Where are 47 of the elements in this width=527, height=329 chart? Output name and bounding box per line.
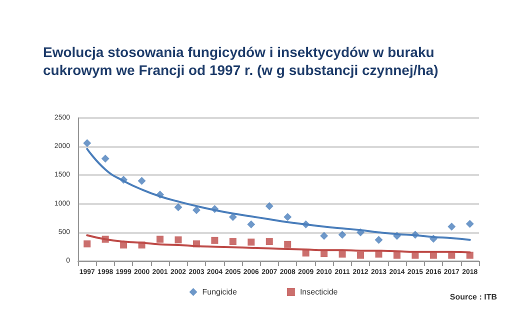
point (211, 236, 218, 244)
point (302, 220, 310, 228)
point (156, 236, 164, 243)
point (302, 249, 310, 256)
point (338, 250, 346, 258)
point (284, 212, 292, 221)
point (229, 238, 236, 246)
point (138, 241, 146, 248)
point (284, 240, 292, 248)
point (84, 240, 91, 248)
point (247, 220, 256, 228)
point (411, 230, 420, 239)
point (466, 220, 474, 228)
point (120, 176, 128, 184)
point (174, 203, 182, 212)
point (448, 222, 456, 231)
point (429, 234, 438, 243)
point (266, 238, 273, 246)
point (265, 202, 274, 210)
point (393, 252, 400, 259)
point (83, 139, 92, 148)
point (392, 232, 401, 240)
point (412, 252, 419, 259)
point (102, 236, 109, 243)
point (357, 252, 364, 259)
point (320, 250, 328, 258)
point (430, 252, 437, 259)
point (210, 204, 219, 213)
point (120, 241, 128, 248)
point (466, 252, 474, 259)
legend-label: Fungicide (202, 288, 238, 296)
point (138, 176, 146, 185)
point (448, 252, 456, 259)
point (338, 230, 346, 239)
legend-label: Insecticide (300, 288, 338, 296)
point (174, 236, 182, 244)
point (192, 206, 200, 214)
point (192, 240, 200, 248)
point (375, 250, 382, 258)
point (156, 190, 164, 199)
chart-title: Ewolucja stosowania fungicydów i insektycydów w buraku cukrowym we Francji od 1997 r. (w g substancji czynnej/ha) (43, 44, 438, 78)
point (374, 236, 383, 244)
source-note: Source : ITB (450, 292, 498, 302)
point (356, 228, 365, 236)
point (320, 232, 328, 240)
point (248, 238, 255, 246)
point (101, 154, 110, 163)
